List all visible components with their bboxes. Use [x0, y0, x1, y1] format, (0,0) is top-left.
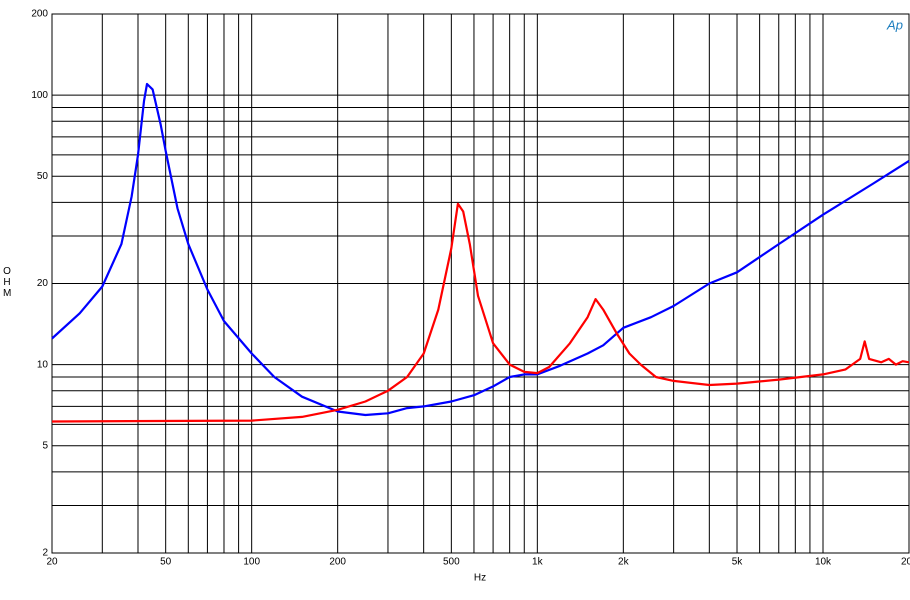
logo: Ap: [886, 17, 903, 32]
y-axis-label: OHM: [3, 266, 12, 299]
x-tick-label: 5k: [732, 557, 744, 568]
series-line: [51, 202, 910, 423]
x-tick-label: 200: [329, 557, 346, 568]
y-tick-label: 100: [31, 90, 48, 101]
x-tick-label: 20: [46, 557, 58, 568]
y-tick-label: 20: [37, 278, 49, 289]
x-tick-label: 10k: [815, 557, 832, 568]
y-tick-label: 5: [42, 440, 48, 451]
x-tick-label: 2k: [618, 557, 630, 568]
x-tick-label: 50: [160, 557, 172, 568]
y-tick-label: 50: [37, 171, 49, 182]
plot-frame: [51, 13, 910, 554]
x-axis-label: Hz: [474, 573, 486, 584]
y-tick-label: 2: [42, 548, 48, 559]
x-tick-label: 1k: [532, 557, 544, 568]
x-tick-label: 20k: [901, 557, 910, 568]
x-tick-label: 500: [443, 557, 460, 568]
y-tick-label: 10: [37, 359, 49, 370]
x-tick-label: 100: [243, 557, 260, 568]
y-tick-label: 200: [31, 9, 48, 20]
series-line: [51, 82, 910, 417]
